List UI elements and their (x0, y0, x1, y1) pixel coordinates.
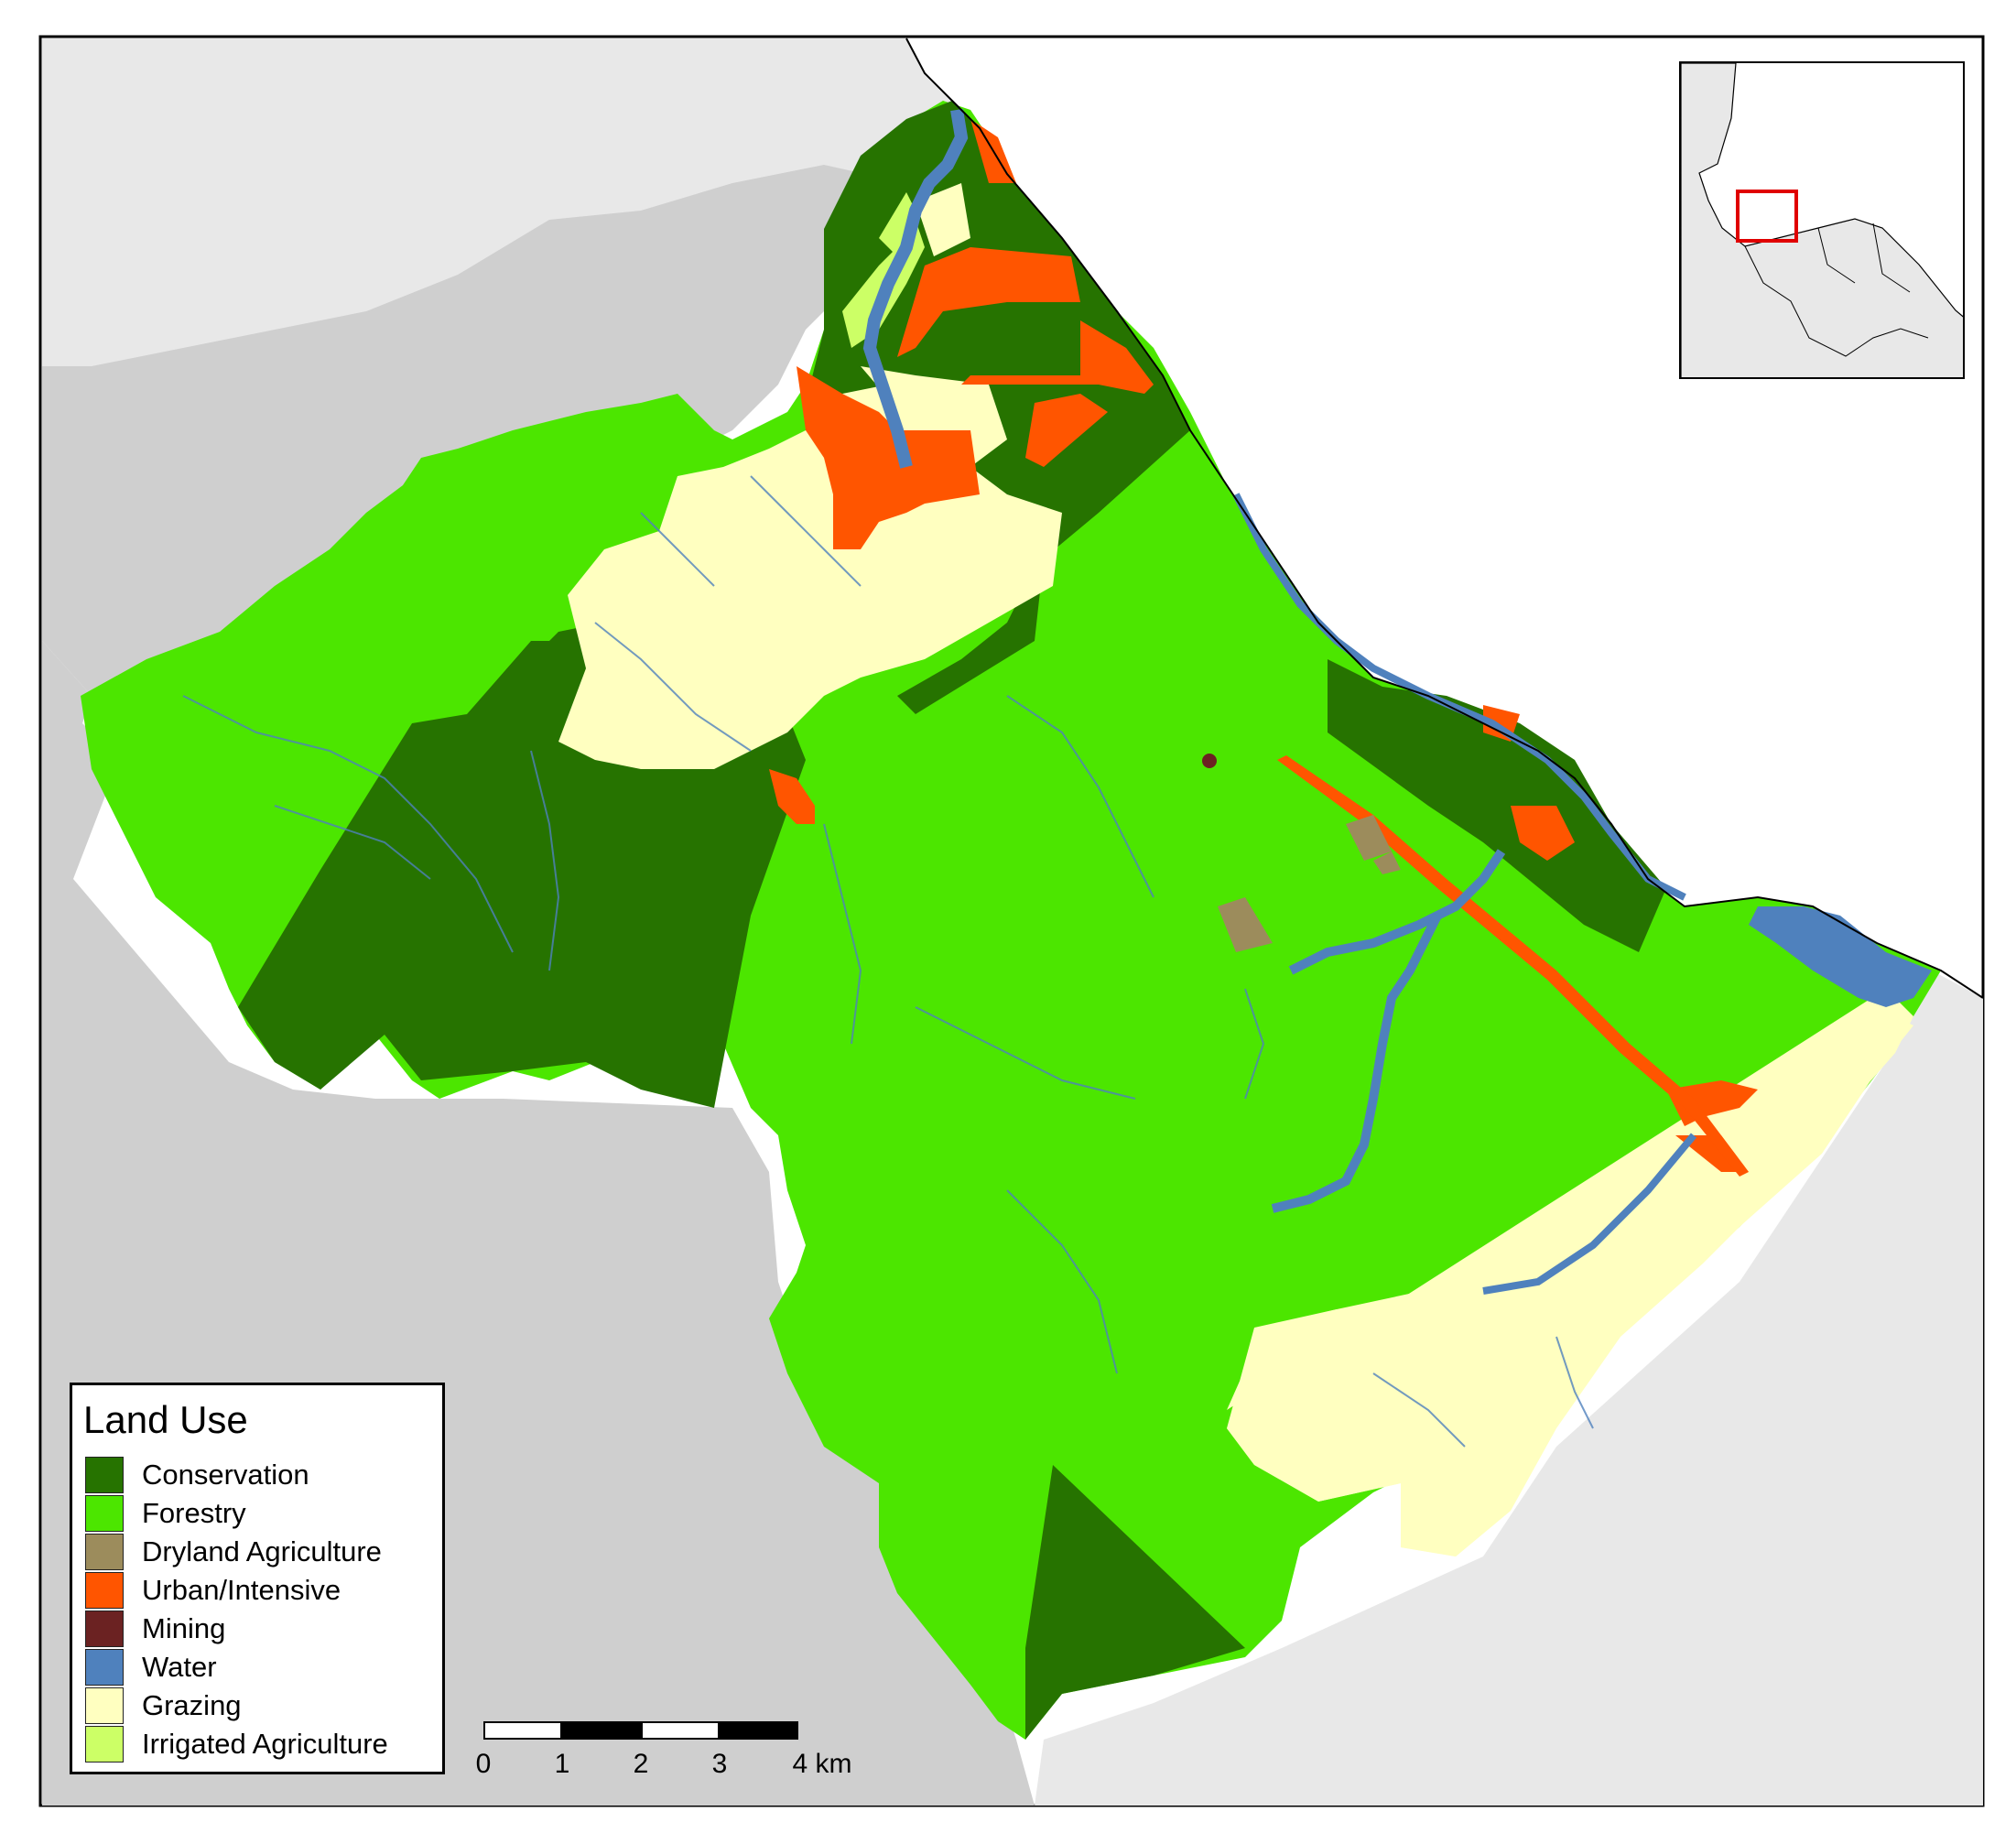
legend-item: Mining (85, 1611, 433, 1649)
streams (182, 475, 1594, 1448)
legend: Land Use Conservation Forestry Dryland Agr… (70, 1383, 445, 1774)
legend-item: Irrigated Agriculture (85, 1726, 433, 1764)
surrounding-land-east (1035, 971, 1983, 1806)
water-east-river (1288, 849, 1506, 975)
urban-central (769, 769, 815, 824)
legend-swatch (85, 1726, 124, 1762)
legend-item: Water (85, 1649, 433, 1687)
water-southeast-river (1482, 1133, 1697, 1295)
scale-bar: 0 1 2 3 4 km (476, 1721, 861, 1795)
mining-site (1202, 754, 1217, 768)
scale-segment (562, 1721, 641, 1740)
scale-segment (483, 1721, 562, 1740)
conservation-south (1025, 1465, 1245, 1740)
legend-swatch (85, 1572, 124, 1609)
water-north-river (862, 108, 969, 469)
legend-item: Grazing (85, 1687, 433, 1726)
legend-swatch (85, 1495, 124, 1532)
urban-east-2 (1511, 806, 1575, 861)
legend-label: Forestry (142, 1497, 246, 1529)
legend-label: Water (142, 1651, 217, 1683)
legend-label: Grazing (142, 1689, 242, 1721)
coastline (905, 38, 1984, 999)
legend-item: Forestry (85, 1495, 433, 1534)
inset-locator-map (1679, 61, 1965, 379)
scale-segment (720, 1721, 798, 1740)
urban-southeast (1666, 1080, 1758, 1126)
scale-segment (641, 1721, 720, 1740)
legend-swatch (85, 1457, 124, 1493)
water-east-river-south (1271, 913, 1442, 1213)
inset-map-svg (1681, 63, 1963, 377)
urban-north-4 (797, 366, 980, 549)
legend-item: Dryland Agriculture (85, 1534, 433, 1572)
surrounding-land-northwest-light (42, 38, 952, 366)
dryland-agriculture-3 (1373, 851, 1401, 874)
legend-swatch (85, 1611, 124, 1647)
legend-item: Urban/Intensive (85, 1572, 433, 1611)
conservation-east (1328, 659, 1666, 952)
scale-tick-label: 1 (554, 1749, 570, 1779)
legend-label: Dryland Agriculture (142, 1535, 382, 1567)
urban-north-1 (897, 247, 1080, 357)
grazing-southeast-fill (1227, 1016, 1913, 1556)
inset-coastline (1681, 63, 1963, 377)
irrigated-agriculture-2 (879, 192, 916, 256)
legend-label: Irrigated Agriculture (142, 1728, 388, 1760)
grazing-north-patch (916, 183, 970, 256)
legend-swatch (85, 1687, 124, 1724)
legend-label: Mining (142, 1612, 226, 1644)
legend-swatch (85, 1534, 124, 1570)
water-estuary (1749, 906, 1932, 1007)
scale-tick-label: 2 (633, 1749, 649, 1779)
dryland-agriculture-1 (1218, 897, 1273, 952)
inset-study-area-box (1736, 190, 1798, 243)
urban-north-5 (1025, 394, 1108, 467)
water-coast (1232, 493, 1686, 901)
scale-tick-label: 0 (475, 1749, 492, 1779)
legend-label: Conservation (142, 1459, 309, 1491)
urban-north-3 (961, 320, 1154, 394)
legend-label: Urban/Intensive (142, 1574, 341, 1606)
inset-regions (1744, 222, 1929, 357)
legend-item: Conservation (85, 1457, 433, 1495)
legend-title: Land Use (83, 1398, 248, 1441)
scale-tick-label: 3 (711, 1749, 728, 1779)
legend-swatch (85, 1649, 124, 1686)
scale-tick-label: 4 km (792, 1749, 852, 1779)
dryland-agriculture-2 (1346, 815, 1392, 861)
